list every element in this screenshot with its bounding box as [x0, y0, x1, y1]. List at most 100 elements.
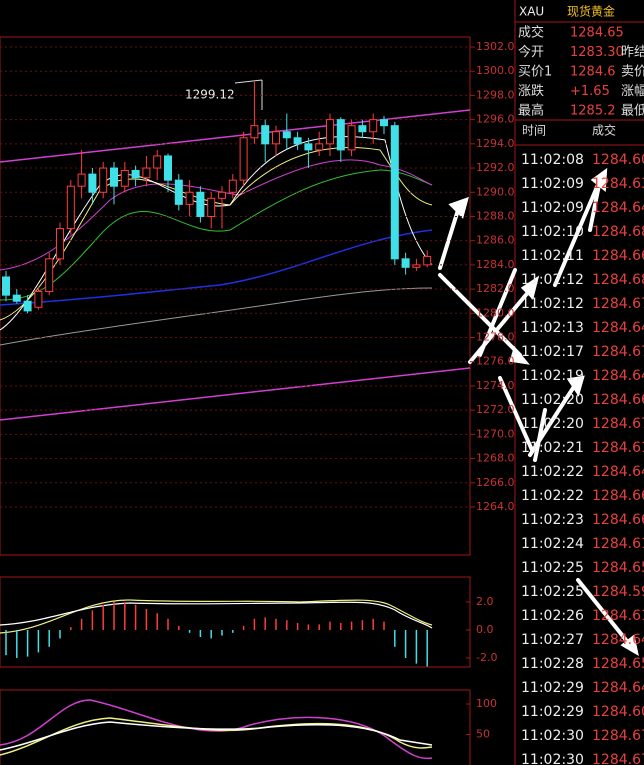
candle-body: [390, 125, 399, 260]
trade-price: 1284.61: [592, 440, 644, 456]
quote-label: 最高: [518, 103, 544, 119]
y-tick-label: 1296.0: [476, 113, 515, 126]
trade-price: 1284.68: [592, 272, 644, 288]
candle-body: [412, 264, 421, 268]
trade-price: 1284.63: [592, 176, 644, 192]
y-tick-label: 1280.0: [476, 306, 515, 319]
candle-body: [239, 137, 248, 181]
trade-price: 1284.67: [592, 344, 644, 360]
column-header: 成交: [592, 123, 616, 138]
trade-time: 11:02:29: [521, 680, 584, 696]
candle-body: [196, 191, 205, 217]
trade-time: 11:02:08: [521, 152, 584, 168]
trade-time: 11:02:25: [521, 560, 584, 576]
trade-time: 11:02:27: [521, 632, 584, 648]
trade-time: 11:02:10: [521, 224, 584, 240]
trade-time: 11:02:30: [521, 728, 584, 744]
trade-time: 11:02:24: [521, 536, 584, 552]
candle-body: [207, 197, 216, 217]
candle-body: [401, 258, 410, 268]
y-tick-label: 1292.0: [476, 161, 515, 174]
ma-line: [0, 229, 433, 306]
candle-body: [293, 137, 302, 145]
y-tick-label: 1282.0: [476, 282, 515, 295]
trade-time: 11:02:19: [521, 368, 584, 384]
candle-body: [153, 155, 162, 169]
trade-time: 11:02:12: [521, 272, 584, 288]
candle-body: [380, 119, 388, 127]
y-tick-label: 1272.0: [476, 403, 515, 416]
quote-label: 昨结: [621, 45, 644, 60]
channel-line: [0, 109, 470, 163]
quote-label: 最低: [621, 104, 644, 119]
candle-body: [142, 167, 151, 179]
y-tick-label: 1264.0: [476, 500, 515, 513]
trade-time: 11:02:09: [521, 176, 584, 192]
quote-value: 1285.2: [570, 104, 616, 119]
trade-price: 1284.60: [592, 704, 644, 720]
trade-time: 11:02:28: [521, 656, 584, 672]
trade-price: 1284.61: [592, 608, 644, 624]
trade-time: 11:02:26: [521, 608, 584, 624]
trade-price: 1284.66: [592, 488, 644, 504]
trade-price: 1284.64: [592, 200, 644, 216]
trade-price: 1284.64: [592, 680, 644, 696]
candle-body: [315, 143, 324, 151]
candle-body: [326, 119, 334, 145]
y-tick-label: 100: [476, 697, 497, 710]
candle-body: [56, 228, 64, 260]
trade-time: 11:02:21: [521, 440, 584, 456]
trade-price: 1284.66: [592, 512, 644, 528]
ma-line: [0, 136, 433, 331]
candle-body: [131, 169, 140, 179]
trade-time: 11:02:13: [521, 320, 584, 336]
candle-body: [23, 300, 32, 312]
trade-price: 1284.66: [592, 248, 644, 264]
trade-price: 1284.67: [592, 752, 644, 765]
quote-value: 1283.30: [570, 45, 624, 60]
annotation: 1299.12: [185, 88, 235, 102]
candle-body: [66, 185, 75, 230]
candle-body: [185, 191, 194, 205]
candle-body: [164, 155, 172, 181]
trade-price: 1284.67: [592, 296, 644, 312]
quote-value: 1284.6: [570, 65, 616, 80]
trade-price: 1284.65: [592, 560, 644, 576]
candle-body: [369, 119, 378, 133]
candle-body: [99, 167, 108, 193]
candle-body: [423, 255, 432, 266]
trade-price: 1284.60: [592, 152, 644, 168]
y-tick-label: -2.0: [476, 651, 497, 664]
y-tick-label: 1300.0: [476, 64, 515, 77]
candle-body: [347, 125, 356, 151]
kdj-frame: [0, 689, 471, 765]
trade-price: 1284.67: [592, 416, 644, 432]
y-tick-label: 1298.0: [476, 88, 515, 101]
ma-line: [0, 159, 433, 271]
trade-price: 1284.64: [592, 320, 644, 336]
trade-price: 1284.64: [592, 464, 644, 480]
y-tick-label: 1294.0: [476, 137, 515, 150]
candle-body: [250, 125, 259, 139]
quote-value: +1.65: [570, 84, 610, 99]
candle-body: [77, 173, 86, 187]
channel-line: [0, 367, 470, 421]
macd-frame: [0, 576, 471, 668]
trade-price: 1284.67: [592, 728, 644, 744]
trade-price: 1284.64: [592, 368, 644, 384]
y-tick-label: 1274.0: [476, 379, 515, 392]
y-tick-label: 1302.0: [476, 40, 515, 53]
trade-time: 11:02:12: [521, 296, 584, 312]
candle-body: [228, 179, 237, 193]
drawn-arrows: [438, 167, 639, 657]
trade-price: 1284.61: [592, 536, 644, 552]
trade-time: 11:02:22: [521, 488, 584, 504]
candle-body: [45, 258, 54, 293]
macd-lines: [0, 599, 433, 634]
trade-time: 11:02:17: [521, 344, 584, 360]
candle-body: [12, 294, 21, 302]
y-tick-label: 1266.0: [476, 476, 515, 489]
candle-body: [34, 291, 43, 308]
candle-body: [2, 276, 10, 296]
